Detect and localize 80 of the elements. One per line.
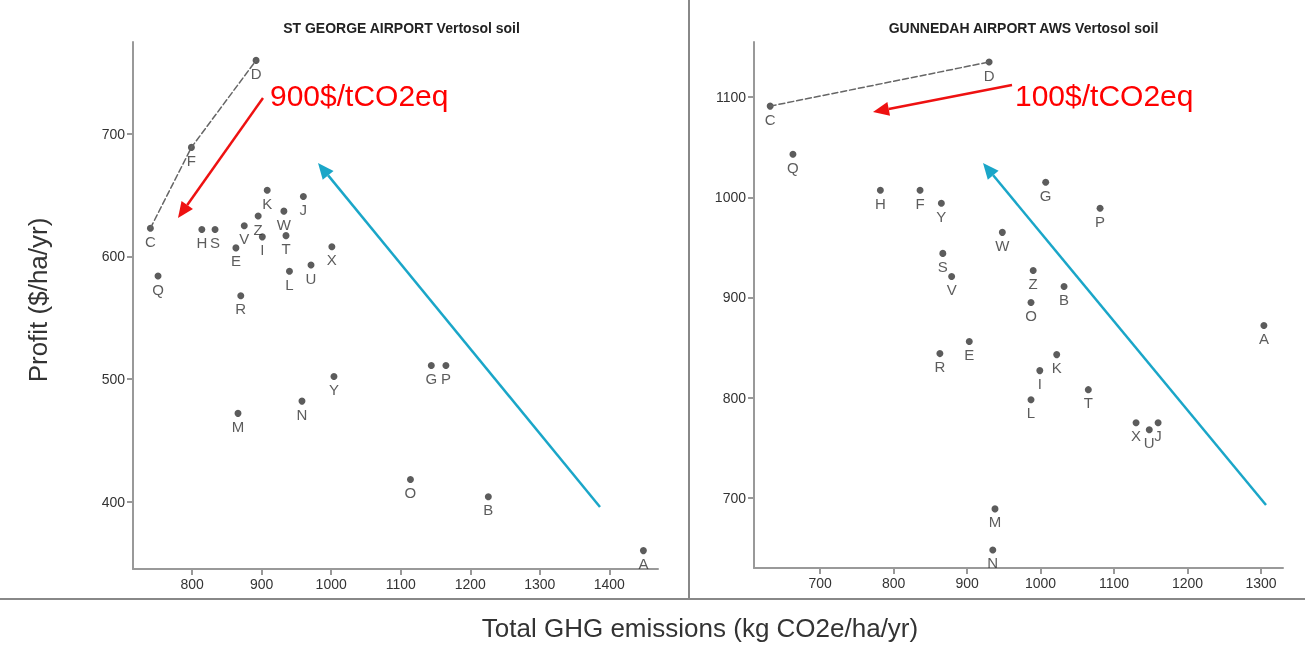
series-label: E <box>230 252 241 270</box>
series-label: B <box>483 501 494 519</box>
series-label: K <box>1051 359 1062 377</box>
series-label: E <box>964 346 975 364</box>
x-tick-label: 1000 <box>315 576 347 592</box>
y-tick-label: 1100 <box>715 89 747 106</box>
series-label: Q <box>152 280 164 298</box>
series-label: Z <box>253 220 263 238</box>
series-label: P <box>1095 212 1106 230</box>
series-label: Z <box>1028 274 1038 292</box>
x-tick-label: 800 <box>180 576 204 592</box>
series-label: J <box>1154 427 1162 445</box>
x-tick-label: 800 <box>881 575 906 591</box>
series-label: M <box>231 417 245 435</box>
series-label: I <box>1037 375 1042 393</box>
series-label: C <box>764 110 776 128</box>
series-label: W <box>995 236 1011 254</box>
y-tick-label: 1000 <box>714 189 747 206</box>
series-label: P <box>440 370 451 388</box>
series-label: I <box>260 241 265 259</box>
y-tick-label: 400 <box>101 493 126 510</box>
series-label: S <box>937 257 948 275</box>
x-axis-title: Total GHG emissions (kg CO2e/ha/yr) <box>481 612 919 644</box>
series-label: W <box>276 215 292 233</box>
x-tick-label: 1100 <box>1098 575 1130 591</box>
series-label: F <box>186 151 196 169</box>
series-label: L <box>285 275 294 293</box>
series-label: C <box>144 232 156 250</box>
series-label: J <box>299 200 308 218</box>
x-tick-label: 900 <box>249 576 274 592</box>
series-label: S <box>210 234 221 252</box>
series-label: X <box>1131 427 1142 445</box>
series-label: R <box>934 358 946 376</box>
series-label: M <box>988 513 1002 531</box>
x-tick-label: 1400 <box>593 576 626 592</box>
series-label: O <box>1025 307 1037 324</box>
annotation: 900$/tCO2eq <box>270 78 449 112</box>
series-label: A <box>638 555 649 573</box>
x-tick-label: 700 <box>808 575 833 591</box>
series-label: F <box>915 194 925 212</box>
y-tick-label: 900 <box>722 289 747 306</box>
series-label: K <box>262 194 273 212</box>
x-tick-label: 1200 <box>454 576 487 592</box>
series-label: T <box>1083 394 1093 412</box>
y-tick-label: 600 <box>101 248 126 265</box>
x-tick-label: 1000 <box>1024 575 1057 591</box>
series-label: R <box>235 300 247 318</box>
series-label: N <box>296 405 308 423</box>
series-label: Q <box>787 158 799 176</box>
series-label: G <box>425 370 438 388</box>
series-label: O <box>404 484 417 502</box>
series-label: A <box>1258 330 1269 348</box>
series-label: X <box>326 251 337 269</box>
series-label: T <box>281 240 291 258</box>
x-tick-label: 1300 <box>524 576 556 592</box>
y-tick-label: 500 <box>101 371 126 388</box>
y-tick-label: 700 <box>101 125 126 142</box>
series-label: Y <box>936 207 947 225</box>
x-tick-label: 1100 <box>385 576 416 592</box>
series-label: D <box>250 64 262 82</box>
y-axis-title: Profit ($/ha/yr) <box>22 217 54 383</box>
series-label: D <box>983 66 995 84</box>
series-label: H <box>196 234 208 252</box>
series-label: V <box>239 230 250 248</box>
y-tick-label: 800 <box>722 389 747 406</box>
chart-title: GUNNEDAH AIRPORT AWS Vertosol soil <box>888 20 1159 36</box>
series-label: B <box>1059 290 1070 308</box>
x-tick-label: 900 <box>955 575 979 591</box>
series-label: V <box>946 280 957 298</box>
x-tick-label: 1300 <box>1245 575 1277 591</box>
series-label: U <box>1143 434 1155 452</box>
annotation: 100$/tCO2eq <box>1015 78 1194 112</box>
series-label: H <box>874 194 886 212</box>
x-tick-label: 1200 <box>1171 575 1204 591</box>
series-label: Y <box>328 381 339 399</box>
chart-title: ST GEORGE AIRPORT Vertosol soil <box>283 20 520 36</box>
y-tick-label: 700 <box>722 489 747 506</box>
series-label: L <box>1026 404 1036 422</box>
series-label: G <box>1039 186 1052 204</box>
series-label: U <box>305 269 317 287</box>
